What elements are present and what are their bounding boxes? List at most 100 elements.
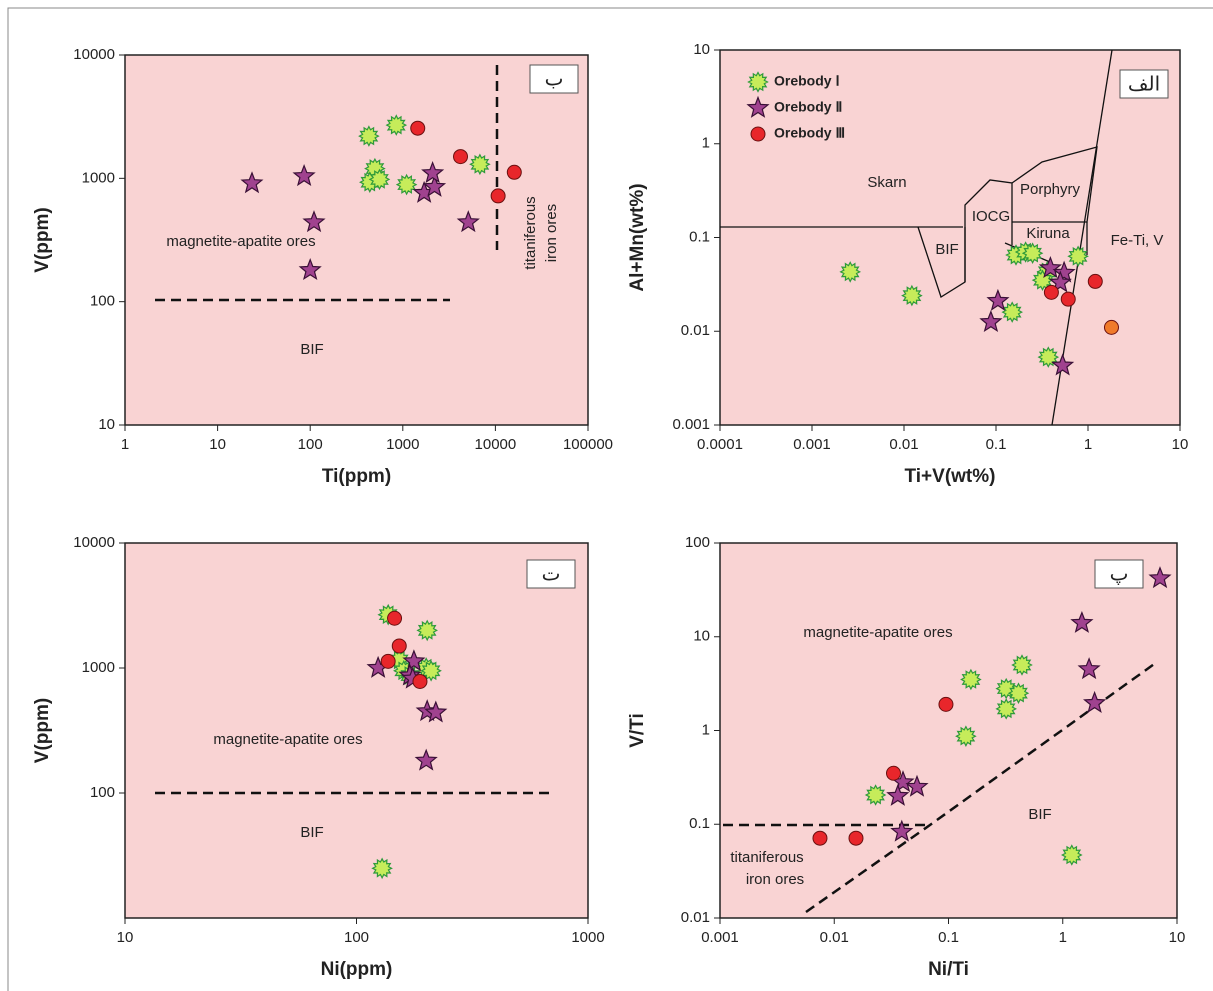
- point: [402, 649, 426, 672]
- point: [416, 619, 438, 642]
- y-axis-label: V/Ti: [627, 713, 648, 748]
- x-tick-label: 10: [117, 929, 134, 946]
- x-tick-label: 10: [1172, 436, 1189, 453]
- panel-label: ت: [542, 562, 561, 586]
- point: [412, 673, 428, 689]
- legend-marker: [750, 126, 766, 142]
- x-tick-label: 1000: [571, 929, 604, 946]
- y-tick-label: 0.001: [672, 416, 710, 433]
- plot-area: [719, 542, 1178, 919]
- y-tick-label: 10000: [73, 534, 115, 551]
- panel-label: پ: [1110, 562, 1129, 586]
- x-tick-label: 100000: [563, 436, 613, 453]
- point: [1103, 319, 1119, 335]
- x-tick-label: 1000: [386, 436, 419, 453]
- plot-area: [719, 49, 1181, 426]
- point: [885, 765, 901, 781]
- point: [292, 164, 316, 187]
- panel-label: الف: [1128, 72, 1160, 96]
- y-tick-label: 1000: [82, 659, 115, 676]
- y-tick-label: 100: [90, 784, 115, 801]
- point: [1083, 690, 1107, 713]
- point: [979, 310, 1003, 333]
- point: [395, 173, 418, 196]
- annotation: Kiruna: [1026, 225, 1070, 242]
- panel-label-box: [526, 559, 576, 589]
- point: [424, 700, 448, 723]
- plot-area: [124, 542, 589, 919]
- annotation: titaniferous: [522, 196, 539, 269]
- point: [938, 696, 954, 712]
- plot-area: [124, 54, 589, 426]
- point: [414, 748, 438, 771]
- y-tick-label: 0.1: [689, 815, 710, 832]
- y-tick-label: 0.01: [681, 909, 710, 926]
- annotation: Skarn: [867, 174, 906, 191]
- y-tick-label: 1000: [82, 169, 115, 186]
- annotation: BIF: [935, 241, 958, 258]
- y-tick-label: 10000: [73, 46, 115, 63]
- boundary-line: [964, 179, 1013, 282]
- frame: [7, 7, 1213, 991]
- x-axis-label: Ti(ppm): [322, 466, 391, 487]
- y-tick-label: 10: [98, 416, 115, 433]
- legend-marker: [746, 95, 770, 118]
- annotation: BIF: [300, 341, 323, 358]
- x-axis-label: Ni/Ti: [928, 959, 969, 980]
- point: [1011, 654, 1033, 676]
- annotation: BIF: [300, 824, 323, 841]
- point: [302, 210, 326, 233]
- point: [1043, 284, 1059, 300]
- point: [1021, 242, 1044, 264]
- point: [1048, 270, 1072, 293]
- point: [812, 830, 828, 846]
- annotation: magnetite-apatite ores: [166, 233, 315, 250]
- x-tick-label: 10: [1169, 929, 1186, 946]
- point: [848, 830, 864, 846]
- point: [371, 857, 393, 880]
- point: [506, 164, 522, 180]
- y-axis-label: V(ppm): [32, 207, 53, 272]
- x-tick-label: 10: [209, 436, 226, 453]
- point: [1031, 269, 1054, 291]
- point: [886, 783, 910, 806]
- y-tick-label: 1: [702, 721, 710, 738]
- point: [410, 120, 426, 136]
- panel-label-box: [1094, 559, 1144, 589]
- point: [358, 125, 380, 147]
- point: [839, 261, 862, 283]
- y-tick-label: 1: [702, 135, 710, 152]
- point: [955, 725, 977, 748]
- annotation: iron ores: [543, 204, 560, 262]
- panel-label-box: [529, 64, 579, 94]
- point: [1087, 273, 1103, 289]
- annotation: IOCG: [972, 208, 1010, 225]
- annotation: iron ores: [746, 871, 804, 888]
- x-tick-label: 0.001: [701, 929, 739, 946]
- y-tick-label: 100: [685, 534, 710, 551]
- point: [1037, 346, 1060, 368]
- annotation: Porphyry: [1020, 181, 1081, 198]
- x-tick-label: 0.0001: [697, 436, 743, 453]
- point: [1067, 245, 1089, 268]
- point: [1148, 566, 1172, 589]
- y-axis-label: Al+Mn(wt%): [627, 183, 648, 291]
- y-tick-label: 0.1: [689, 228, 710, 245]
- y-tick-label: 0.01: [681, 322, 710, 339]
- x-tick-label: 0.01: [820, 929, 849, 946]
- point: [1050, 353, 1075, 376]
- x-tick-label: 100: [298, 436, 323, 453]
- x-tick-label: 1: [1059, 929, 1067, 946]
- point: [1060, 291, 1076, 307]
- point: [995, 698, 1017, 720]
- annotation: magnetite-apatite ores: [803, 624, 952, 641]
- y-tick-label: 10: [693, 628, 710, 645]
- y-tick-label: 10: [693, 41, 710, 58]
- legend-label: Orebody Ⅱ: [774, 99, 842, 115]
- point: [490, 188, 506, 204]
- x-tick-label: 100: [344, 929, 369, 946]
- point: [368, 168, 391, 191]
- x-axis-label: Ni(ppm): [321, 959, 393, 980]
- annotation: Fe-Ti, V: [1111, 232, 1164, 249]
